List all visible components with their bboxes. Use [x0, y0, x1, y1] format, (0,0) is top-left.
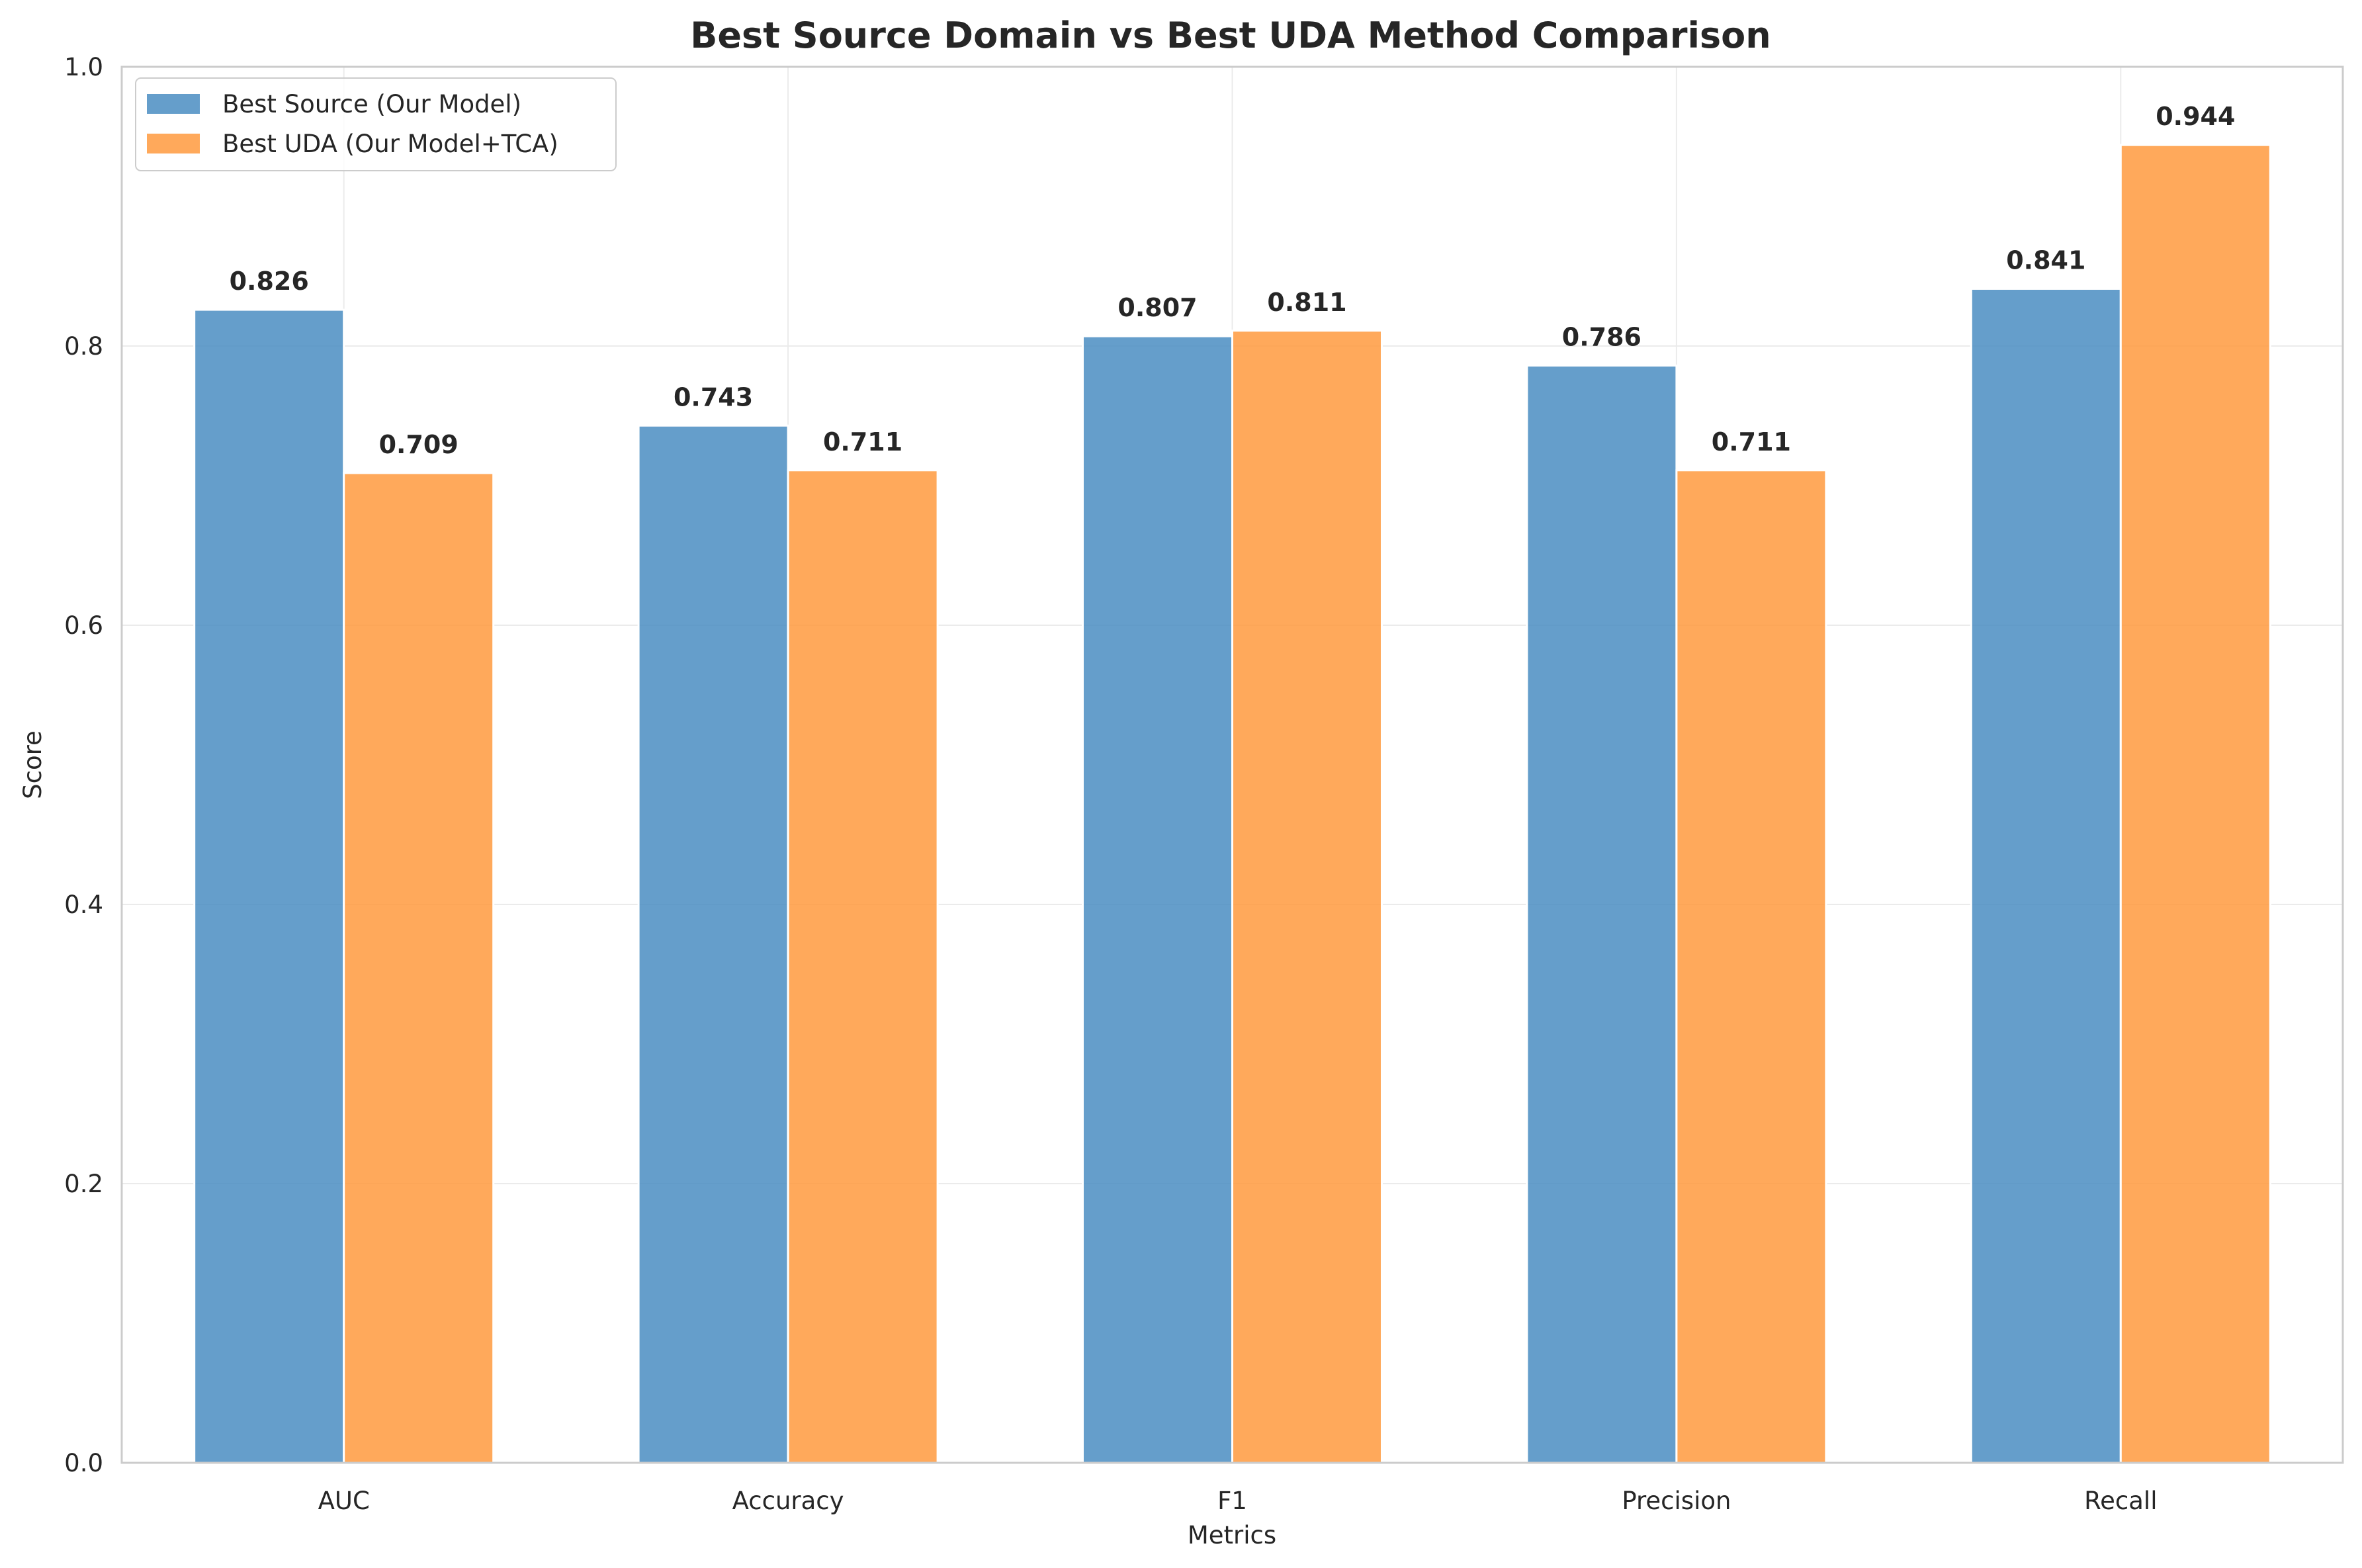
legend-label-best-uda: Best UDA (Our Model+TCA)	[222, 130, 558, 158]
y-tick-label: 1.0	[64, 53, 103, 81]
plot-frame	[120, 65, 2344, 1464]
bar	[1526, 365, 1678, 1464]
legend: Best Source (Our Model) Best UDA (Our Mo…	[135, 77, 617, 171]
bar-value-label: 0.944	[2156, 102, 2235, 131]
y-tick-label: 0.2	[64, 1170, 103, 1198]
x-tick-label: AUC	[318, 1487, 370, 1515]
x-tick-label: Precision	[1622, 1487, 1731, 1515]
bar	[1082, 335, 1233, 1464]
bar-value-label: 0.826	[230, 267, 309, 296]
bar-value-labels: 0.826 0.743 0.807 0.786 0.841 0.709 0.711 0.811…	[230, 102, 2236, 459]
bar-value-label: 0.743	[674, 382, 753, 412]
bar	[2119, 144, 2271, 1464]
y-tick-label: 0.0	[64, 1449, 103, 1477]
bar	[637, 424, 789, 1464]
x-axis-label: Metrics	[1188, 1521, 1276, 1549]
x-tick-label: Recall	[2084, 1487, 2157, 1515]
bar-value-label: 0.811	[1267, 288, 1346, 317]
bar	[787, 469, 939, 1464]
bar	[193, 308, 345, 1464]
chart-title: Best Source Domain vs Best UDA Method Co…	[690, 15, 1771, 56]
bar	[1675, 469, 1827, 1464]
y-tick-label: 0.8	[64, 332, 103, 361]
legend-swatch-best-source	[147, 94, 200, 114]
x-tick-label: Accuracy	[732, 1487, 844, 1515]
legend-frame	[135, 77, 617, 171]
x-tick-label: F1	[1217, 1487, 1247, 1515]
legend-swatch-best-uda	[147, 134, 200, 153]
bar-value-label: 0.711	[1712, 427, 1791, 457]
bars	[193, 144, 2271, 1464]
bar	[1970, 287, 2122, 1464]
bar-value-label: 0.807	[1117, 293, 1197, 322]
bar	[343, 472, 495, 1464]
bar	[1231, 329, 1383, 1464]
bar-value-label: 0.786	[1562, 323, 1641, 352]
x-axis-ticks: AUC Accuracy F1 Precision Recall	[318, 1487, 2158, 1515]
legend-label-best-source: Best Source (Our Model)	[222, 90, 521, 118]
bar-value-label: 0.709	[379, 430, 459, 459]
bar-value-label: 0.711	[823, 427, 902, 457]
y-axis-ticks: 0.0 0.2 0.4 0.6 0.8 1.0	[64, 53, 103, 1477]
y-tick-label: 0.4	[64, 891, 103, 919]
y-tick-label: 0.6	[64, 611, 103, 640]
bar-value-label: 0.841	[2006, 245, 2085, 275]
y-axis-label: Score	[19, 730, 47, 799]
